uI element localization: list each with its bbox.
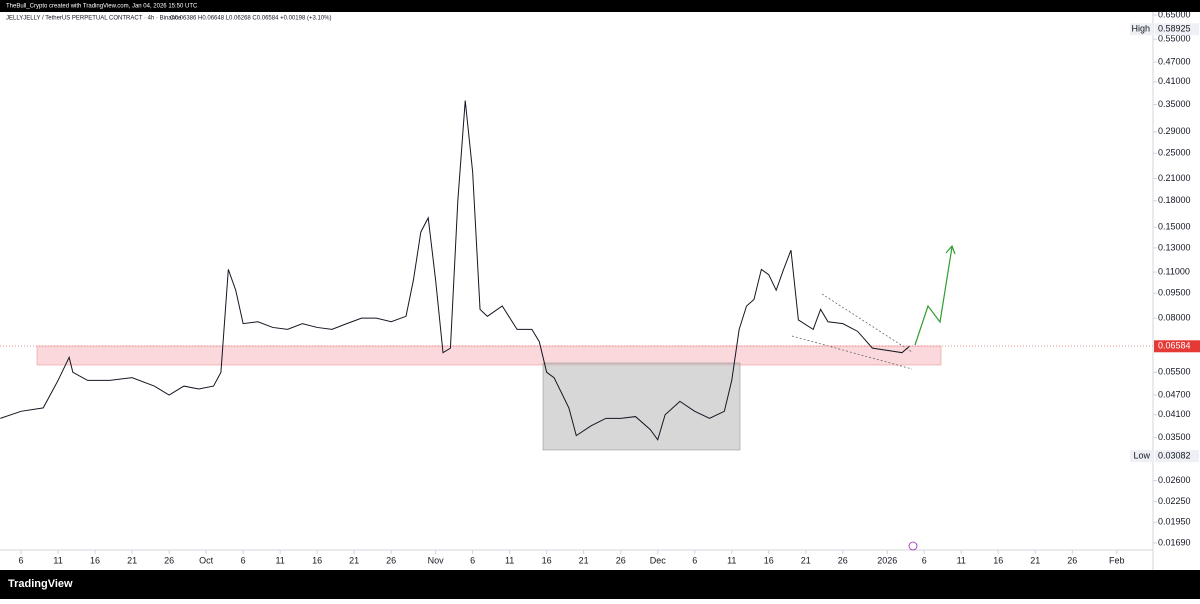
y-tick-label: 0.65000 xyxy=(1158,9,1191,19)
y-tick-label: 0.29000 xyxy=(1158,126,1191,136)
y-tick-label: 0.47000 xyxy=(1158,56,1191,66)
ohlc-text: O0.06386 H0.06648 L0.06268 C0.06584 +0.0… xyxy=(170,16,331,22)
y-tick-label: 0.55000 xyxy=(1158,34,1191,44)
y-tick-label: 0.25000 xyxy=(1158,148,1191,158)
y-tick-label: 0.08000 xyxy=(1158,312,1191,322)
trend-line xyxy=(821,293,913,353)
x-tick-label: 26 xyxy=(616,555,626,565)
trend-line xyxy=(791,335,913,370)
header-text: TheBull_Crypto created with TradingView.… xyxy=(6,4,198,10)
annotation-value-box xyxy=(1155,450,1199,463)
annotation-value: 0.58925 xyxy=(1158,24,1191,34)
footer-bar xyxy=(0,570,1200,599)
y-tick-label: 0.18000 xyxy=(1158,195,1191,205)
annotation-value-box xyxy=(1155,23,1199,36)
annotation-text: High xyxy=(1131,24,1150,34)
y-tick-label: 0.15000 xyxy=(1158,222,1191,232)
x-tick-label: 6 xyxy=(19,555,24,565)
y-tick-label: 0.35000 xyxy=(1158,99,1191,109)
y-tick-label: 0.21000 xyxy=(1158,173,1191,183)
projection-arrow xyxy=(914,246,953,346)
last-price-badge xyxy=(1154,340,1200,353)
x-tick-label: Dec xyxy=(650,555,667,565)
x-tick-label: 6 xyxy=(241,555,246,565)
x-tick-label: 21 xyxy=(579,555,589,565)
y-tick-label: 0.09500 xyxy=(1158,288,1191,298)
resistance-zone xyxy=(36,345,942,366)
y-tick-label: 0.05500 xyxy=(1158,367,1191,377)
footer-logo: TradingView xyxy=(8,578,73,590)
chart-title: JELLYJELLY / TetherUS PERPETUAL CONTRACT… xyxy=(6,16,182,22)
x-tick-label: 11 xyxy=(53,555,62,565)
x-tick-label: 26 xyxy=(386,555,396,565)
annotation-tag xyxy=(1130,450,1153,463)
x-tick-label: 11 xyxy=(957,555,966,565)
y-tick-label: 0.11000 xyxy=(1158,266,1190,276)
x-tick-label: Oct xyxy=(199,555,214,565)
x-tick-label: 6 xyxy=(692,555,697,565)
annotation-text: Low xyxy=(1133,450,1150,460)
header-bar xyxy=(0,0,1200,12)
x-tick-label: 21 xyxy=(127,555,137,565)
price-line-series xyxy=(0,100,910,441)
event-icon xyxy=(908,541,918,551)
x-tick-label: Nov xyxy=(428,555,445,565)
y-tick-label: 0.01690 xyxy=(1158,537,1191,547)
y-tick-label: 0.04700 xyxy=(1158,389,1191,399)
x-tick-label: 26 xyxy=(838,555,848,565)
x-tick-label: 16 xyxy=(312,555,322,565)
x-tick-label: 11 xyxy=(275,555,284,565)
x-tick-label: 2026 xyxy=(877,555,897,565)
annotation-value: 0.03082 xyxy=(1158,450,1191,460)
y-tick-label: 0.04100 xyxy=(1158,409,1191,419)
x-tick-label: 16 xyxy=(993,555,1003,565)
x-tick-label: 26 xyxy=(1067,555,1077,565)
x-tick-label: 6 xyxy=(922,555,927,565)
last-price-label: 0.06584 xyxy=(1158,341,1191,351)
x-tick-label: 21 xyxy=(801,555,811,565)
x-tick-label: 16 xyxy=(542,555,552,565)
x-tick-label: 11 xyxy=(727,555,736,565)
y-tick-label: 0.02600 xyxy=(1158,475,1191,485)
arrow-head xyxy=(945,244,956,255)
y-tick-label: 0.02250 xyxy=(1158,496,1191,506)
x-tick-label: 21 xyxy=(1030,555,1040,565)
y-tick-label: 0.41000 xyxy=(1158,76,1191,86)
y-tick-label: 0.03500 xyxy=(1158,432,1191,442)
y-tick-label: 0.01950 xyxy=(1158,517,1191,527)
y-tick-label: 0.13000 xyxy=(1158,242,1191,252)
x-tick-label: 6 xyxy=(470,555,475,565)
accumulation-box xyxy=(542,362,741,451)
x-tick-label: 11 xyxy=(505,555,514,565)
x-tick-label: 16 xyxy=(90,555,100,565)
x-tick-label: 21 xyxy=(349,555,359,565)
annotation-tag xyxy=(1130,23,1153,36)
x-tick-label: 16 xyxy=(764,555,774,565)
x-tick-label: Feb xyxy=(1109,555,1125,565)
x-tick-label: 26 xyxy=(164,555,174,565)
